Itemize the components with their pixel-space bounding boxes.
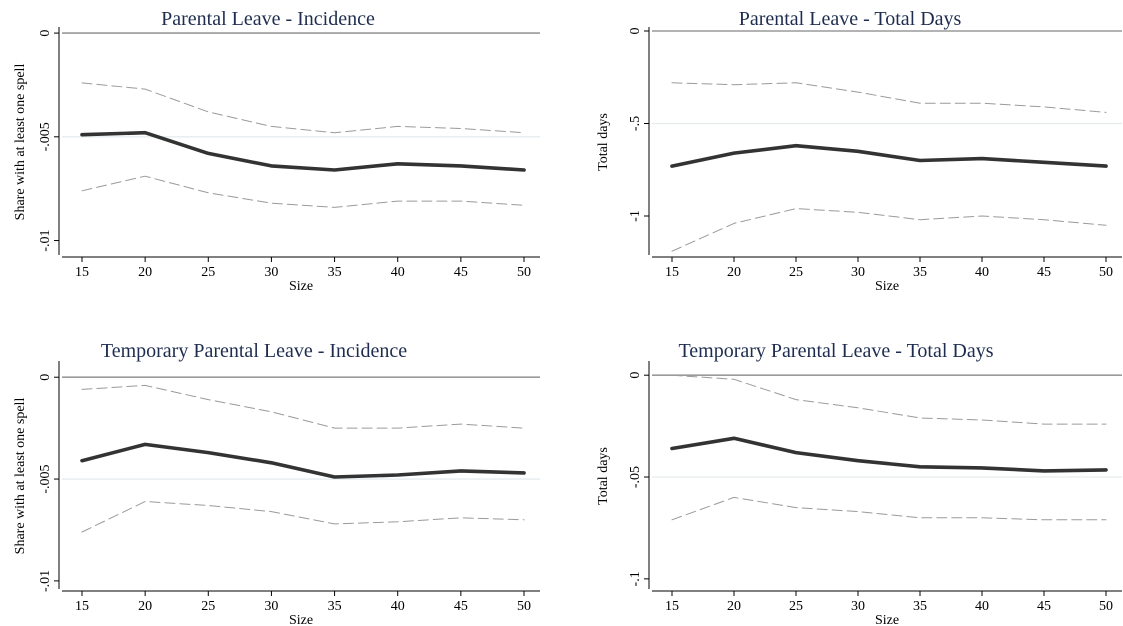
chart-title: Temporary Parental Leave - Total Days xyxy=(678,340,993,362)
x-tick-label: 40 xyxy=(391,599,405,614)
x-tick-label: 35 xyxy=(913,265,927,280)
x-tick-label: 40 xyxy=(975,265,989,280)
x-axis-label: Size xyxy=(289,279,313,294)
x-tick-label: 30 xyxy=(264,599,278,614)
x-tick-label: 50 xyxy=(517,265,531,280)
x-tick-label: 35 xyxy=(913,599,927,614)
chart-panel-2: Parental Leave - Total Days 0 -.5 -1 Total d… xyxy=(596,8,1122,294)
y-axis-label: Share with at least one spell xyxy=(13,398,28,555)
x-tick-label: 15 xyxy=(75,265,89,280)
y-tick-label: -.01 xyxy=(38,570,53,592)
x-axis-label: Size xyxy=(875,613,899,626)
y-tick-label: -.005 xyxy=(38,122,53,151)
y-axis-label: Total days xyxy=(596,113,611,171)
x-tick-label: 20 xyxy=(727,265,741,280)
x-tick-label: 35 xyxy=(328,265,342,280)
x-axis-label: Size xyxy=(289,613,313,626)
x-tick-label: 30 xyxy=(851,599,865,614)
y-tick-label: -.1 xyxy=(628,571,643,586)
chart-panel-4: Temporary Parental Leave - Total Days 0 -.… xyxy=(596,340,1122,626)
x-tick-label: 25 xyxy=(789,599,803,614)
y-tick-label: -1 xyxy=(628,210,643,222)
estimate-line xyxy=(80,442,526,479)
x-tick-label: 40 xyxy=(391,265,405,280)
x-tick-label: 20 xyxy=(727,599,741,614)
x-tick-label: 20 xyxy=(138,265,152,280)
lower-ci-line xyxy=(671,496,1107,521)
x-tick-label: 15 xyxy=(665,599,679,614)
chart-title: Parental Leave - Total Days xyxy=(739,8,962,30)
x-tick-label: 50 xyxy=(517,599,531,614)
x-tick-label: 25 xyxy=(201,599,215,614)
y-axis-label: Share with at least one spell xyxy=(13,64,28,221)
x-axis-label: Size xyxy=(875,279,899,294)
x-tick-label: 30 xyxy=(264,265,278,280)
y-tick-label: 0 xyxy=(628,28,643,35)
chart-panel-3: Temporary Parental Leave - Incidence 0 -.0… xyxy=(13,340,540,626)
lower-ci-line xyxy=(81,175,525,208)
upper-ci-line xyxy=(671,82,1107,113)
x-tick-label: 35 xyxy=(328,599,342,614)
x-tick-label: 30 xyxy=(851,265,865,280)
chart-panel-1: Parental Leave - Incidence 0 -.005 -.01 Shar… xyxy=(13,8,540,294)
upper-ci-line xyxy=(671,374,1107,425)
y-tick-label: -.05 xyxy=(628,466,643,488)
y-tick-label: 0 xyxy=(38,30,53,37)
x-tick-label: 50 xyxy=(1099,599,1113,614)
x-tick-label: 50 xyxy=(1099,265,1113,280)
x-tick-label: 15 xyxy=(75,599,89,614)
chart-title: Temporary Parental Leave - Incidence xyxy=(101,340,407,362)
x-tick-label: 45 xyxy=(454,599,468,614)
x-tick-label: 15 xyxy=(665,265,679,280)
upper-ci-line xyxy=(81,384,525,429)
x-tick-label: 25 xyxy=(789,265,803,280)
x-tick-label: 45 xyxy=(1037,265,1051,280)
y-axis-label: Total days xyxy=(596,447,611,505)
x-tick-label: 45 xyxy=(1037,599,1051,614)
estimate-line xyxy=(670,143,1108,168)
y-tick-label: -.005 xyxy=(38,464,53,493)
y-tick-label: -.01 xyxy=(38,229,53,251)
upper-ci-line xyxy=(81,82,525,134)
x-tick-label: 45 xyxy=(454,265,468,280)
x-tick-label: 40 xyxy=(975,599,989,614)
x-tick-label: 25 xyxy=(201,265,215,280)
x-tick-label: 20 xyxy=(138,599,152,614)
y-tick-label: 0 xyxy=(628,372,643,379)
y-tick-label: -.5 xyxy=(628,116,643,131)
chart-title: Parental Leave - Incidence xyxy=(161,8,375,30)
lower-ci-line xyxy=(671,208,1107,252)
lower-ci-line xyxy=(81,501,525,533)
estimate-line xyxy=(80,130,526,172)
y-tick-label: 0 xyxy=(38,374,53,381)
estimate-line xyxy=(670,436,1108,473)
